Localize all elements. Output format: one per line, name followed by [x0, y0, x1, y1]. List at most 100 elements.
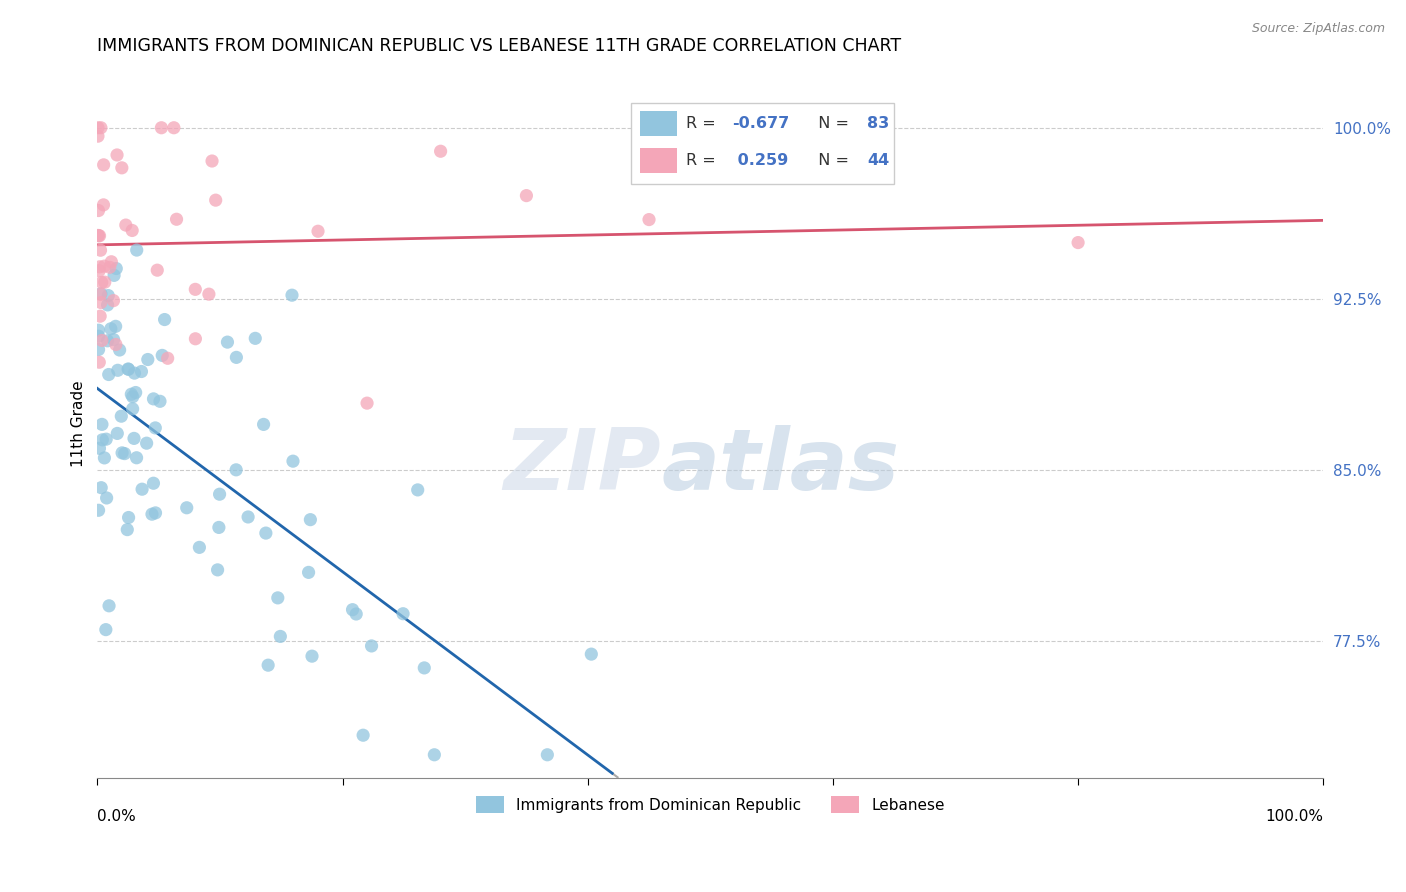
- Point: [142, 392, 165, 406]
- Point: [90, 481, 112, 495]
- Point: [94, 623, 117, 637]
- Point: [87, 343, 110, 357]
- Point: [98, 260, 121, 275]
- Point: [104, 319, 127, 334]
- Point: [93, 198, 115, 212]
- Point: [110, 409, 132, 424]
- Point: [111, 161, 134, 175]
- Text: 100.0%: 100.0%: [1265, 809, 1323, 824]
- Point: [257, 658, 280, 673]
- Point: [281, 454, 304, 468]
- Point: [103, 293, 125, 308]
- Point: [149, 394, 172, 409]
- Text: R =: R =: [686, 116, 721, 131]
- Text: -0.677: -0.677: [733, 116, 790, 131]
- Point: [89, 355, 111, 369]
- Point: [91, 417, 114, 432]
- Point: [104, 337, 127, 351]
- Point: [1067, 235, 1090, 250]
- Point: [581, 647, 603, 661]
- Point: [392, 607, 415, 621]
- Point: [108, 343, 131, 357]
- Point: [90, 295, 112, 310]
- Point: [105, 426, 128, 441]
- Point: [96, 432, 118, 446]
- Point: [406, 483, 429, 497]
- Point: [87, 120, 110, 135]
- Point: [307, 224, 329, 238]
- Point: [107, 363, 129, 377]
- Point: [141, 507, 163, 521]
- Point: [103, 268, 125, 283]
- Point: [225, 463, 247, 477]
- Point: [89, 260, 111, 274]
- Point: [184, 332, 207, 346]
- Point: [281, 288, 304, 302]
- Point: [90, 286, 112, 301]
- Point: [90, 120, 112, 135]
- Point: [176, 500, 198, 515]
- Point: [87, 129, 110, 144]
- FancyBboxPatch shape: [641, 148, 678, 173]
- Point: [269, 629, 291, 643]
- Point: [89, 309, 111, 323]
- Point: [204, 193, 226, 207]
- Point: [208, 520, 231, 534]
- Text: ZIP: ZIP: [503, 425, 661, 508]
- Point: [156, 351, 179, 366]
- Point: [208, 487, 231, 501]
- Point: [93, 259, 115, 273]
- Point: [89, 263, 111, 277]
- Text: R =: R =: [686, 153, 721, 168]
- Point: [360, 639, 382, 653]
- Point: [252, 417, 274, 432]
- Point: [105, 148, 128, 162]
- Point: [100, 322, 122, 336]
- Point: [87, 503, 110, 517]
- Point: [198, 287, 221, 301]
- Point: [87, 228, 110, 243]
- Point: [124, 366, 146, 380]
- Point: [91, 433, 114, 447]
- Text: 83: 83: [868, 116, 890, 131]
- Point: [87, 323, 110, 337]
- Text: N =: N =: [808, 116, 855, 131]
- Point: [89, 442, 111, 456]
- Point: [145, 506, 167, 520]
- Point: [131, 365, 153, 379]
- Point: [188, 541, 211, 555]
- Point: [111, 446, 134, 460]
- Point: [121, 223, 143, 237]
- Point: [301, 649, 323, 664]
- Point: [93, 450, 115, 465]
- Text: 44: 44: [868, 153, 890, 168]
- Point: [96, 491, 118, 505]
- Text: Source: ZipAtlas.com: Source: ZipAtlas.com: [1251, 22, 1385, 36]
- Point: [98, 599, 121, 613]
- Point: [184, 282, 207, 296]
- Point: [87, 329, 110, 343]
- Point: [342, 602, 364, 616]
- Point: [89, 287, 111, 301]
- Point: [117, 510, 139, 524]
- Point: [125, 450, 148, 465]
- Text: 0.0%: 0.0%: [97, 809, 136, 824]
- Point: [89, 244, 111, 258]
- Point: [90, 334, 112, 348]
- Point: [114, 218, 136, 232]
- Point: [142, 476, 165, 491]
- Point: [122, 431, 145, 445]
- Point: [121, 401, 143, 416]
- Point: [121, 390, 143, 404]
- Point: [117, 523, 139, 537]
- Point: [89, 228, 111, 243]
- Point: [135, 436, 157, 450]
- Point: [267, 591, 290, 605]
- Point: [217, 335, 239, 350]
- Text: N =: N =: [808, 153, 855, 168]
- Point: [97, 288, 120, 302]
- Point: [93, 158, 115, 172]
- Point: [146, 263, 169, 277]
- Point: [163, 120, 186, 135]
- Point: [117, 362, 139, 376]
